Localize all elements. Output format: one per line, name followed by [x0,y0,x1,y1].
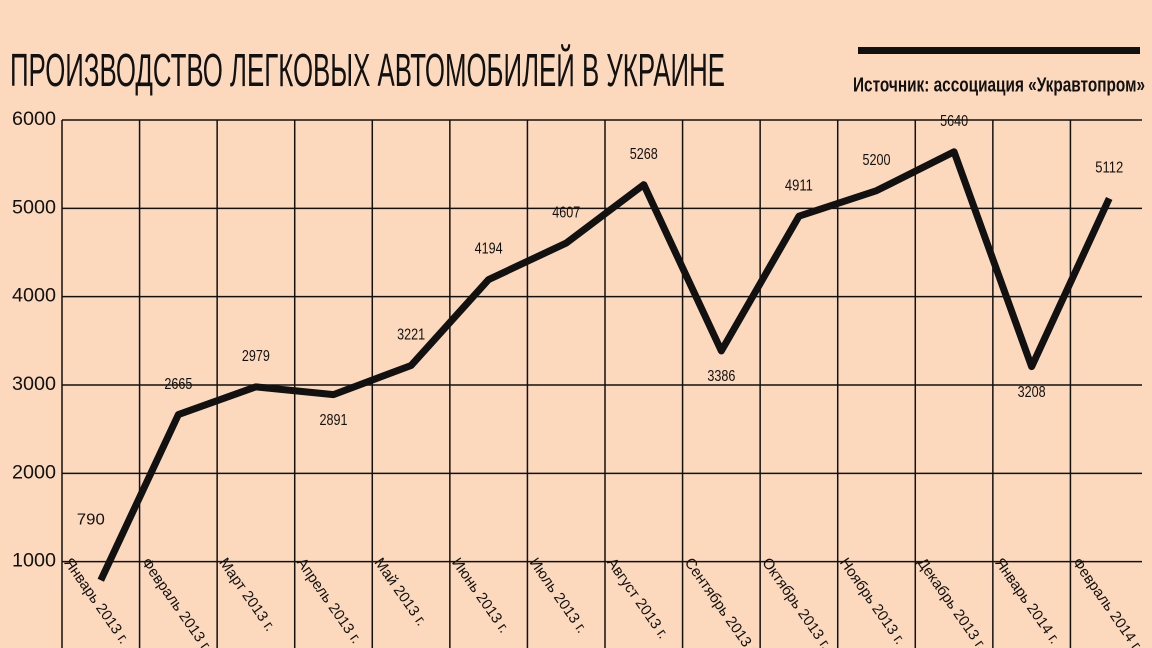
value-label: 5200 [863,152,891,169]
source: Источник: ассоциация «Укравтопром» [853,74,1145,96]
value-label: 4911 [785,177,813,194]
chart-title: ПРОИЗВОДСТВО ЛЕГКОВЫХ АВТОМОБИЛЕЙ В УКРА… [10,44,725,96]
value-label: 2665 [164,376,192,393]
value-label: 5268 [630,146,658,163]
y-tick-label: 3000 [12,374,56,395]
line [97,148,1113,582]
value-label: 4194 [475,241,503,258]
y-tick-label: 4000 [12,286,56,307]
value-label: 3386 [707,368,735,385]
value-label: 4607 [552,204,580,221]
value-label: 5640 [940,113,968,130]
value-label: 2979 [242,348,270,365]
value-label: 3221 [397,327,425,344]
y-tick-label: 5000 [12,197,56,218]
y-tick-label: 2000 [12,462,56,483]
value-label: 5112 [1095,160,1123,177]
value-label: 790 [77,511,105,528]
value-label: 3208 [1018,384,1046,401]
y-tick-label: 6000 [12,109,56,130]
value-label: 2891 [320,412,348,429]
source-bar [858,47,1140,54]
y-tick-label: 1000 [12,551,56,572]
